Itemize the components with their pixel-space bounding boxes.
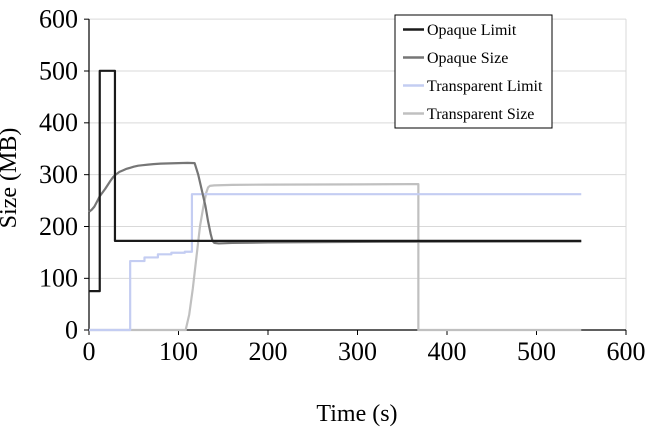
svg-text:500: 500 <box>39 56 78 85</box>
svg-text:100: 100 <box>159 337 198 366</box>
svg-text:600: 600 <box>39 5 78 34</box>
svg-text:400: 400 <box>428 337 467 366</box>
svg-text:Transparent Size: Transparent Size <box>427 106 534 123</box>
svg-text:200: 200 <box>39 212 78 241</box>
svg-text:Time (s): Time (s) <box>316 401 397 427</box>
svg-text:Opaque Size: Opaque Size <box>427 50 508 67</box>
svg-text:400: 400 <box>39 108 78 137</box>
svg-text:Size (MB): Size (MB) <box>0 128 22 229</box>
svg-text:600: 600 <box>607 337 646 366</box>
svg-text:300: 300 <box>39 160 78 189</box>
svg-text:Opaque Limit: Opaque Limit <box>427 22 517 39</box>
svg-text:100: 100 <box>39 264 78 293</box>
svg-text:500: 500 <box>517 337 556 366</box>
svg-text:0: 0 <box>65 316 78 345</box>
svg-text:200: 200 <box>249 337 288 366</box>
svg-text:Transparent Limit: Transparent Limit <box>427 78 543 95</box>
svg-text:300: 300 <box>338 337 377 366</box>
svg-text:0: 0 <box>83 337 96 366</box>
